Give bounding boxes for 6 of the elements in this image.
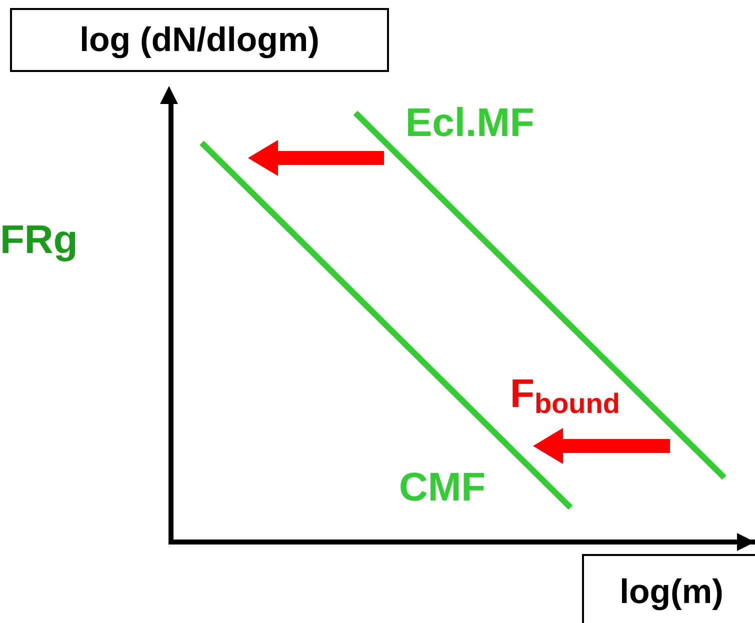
series-label: CMF bbox=[398, 466, 486, 510]
x-axis-title: log(m) bbox=[582, 554, 755, 623]
text: FRg bbox=[0, 218, 78, 263]
annotation: F$_{bound}$ bbox=[510, 372, 620, 420]
y-axis-title: log (dN/dlogm) bbox=[10, 8, 389, 72]
series-label: Ecl.MF bbox=[405, 100, 534, 145]
